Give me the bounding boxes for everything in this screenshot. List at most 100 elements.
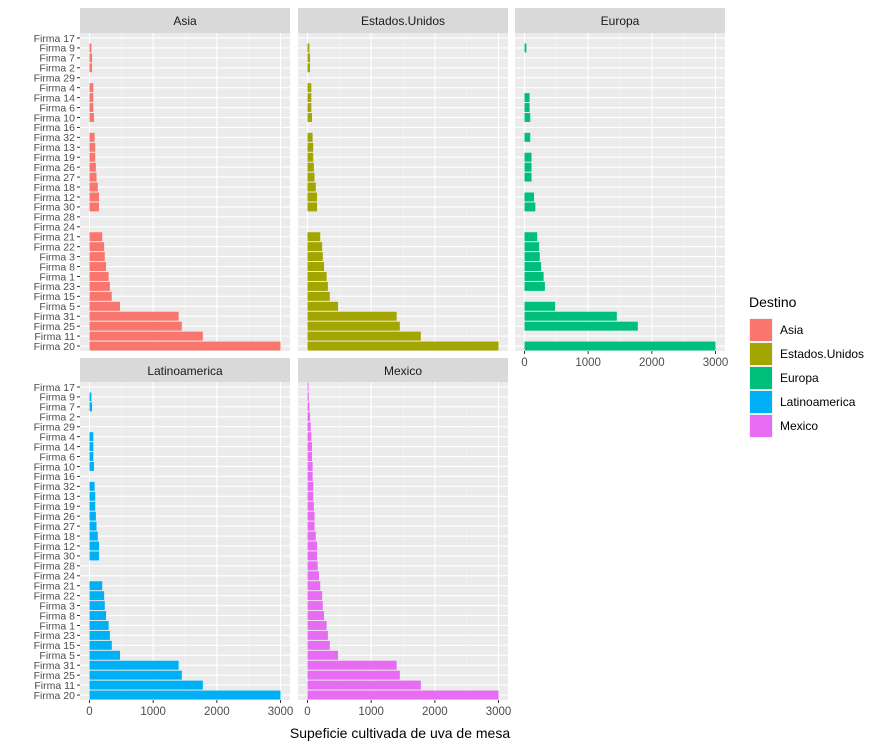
- bar-firma-9: [307, 43, 310, 53]
- legend-key: [750, 391, 772, 413]
- bar-firma-21: [307, 232, 321, 242]
- legend-label: Estados.Unidos: [780, 347, 864, 361]
- bar-firma-3: [89, 601, 105, 611]
- bar-firma-27: [89, 521, 97, 531]
- y-tick-label: Firma 16: [34, 122, 76, 134]
- bar-firma-31: [89, 660, 179, 670]
- y-tick-label: Firma 31: [34, 660, 76, 672]
- y-tick-label: Firma 10: [34, 461, 76, 473]
- bar-firma-26: [307, 162, 314, 172]
- bar-firma-1: [524, 271, 544, 281]
- legend-label: Mexico: [780, 419, 818, 433]
- y-tick-label: Firma 4: [39, 82, 75, 94]
- y-tick-label: Firma 20: [34, 690, 76, 702]
- y-tick-label: Firma 13: [34, 491, 76, 503]
- y-tick-label: Firma 23: [34, 281, 76, 293]
- bar-firma-26: [524, 162, 532, 172]
- bar-firma-30: [89, 202, 100, 212]
- bar-firma-6: [307, 452, 312, 462]
- facet-strip-label: Asia: [173, 14, 197, 28]
- x-tick-label: 2000: [422, 706, 448, 718]
- y-tick-label: Firma 19: [34, 501, 76, 513]
- bar-firma-25: [89, 670, 182, 680]
- bar-firma-9: [307, 392, 309, 402]
- bar-firma-12: [307, 192, 318, 202]
- bar-firma-12: [307, 541, 318, 551]
- y-tick-label: Firma 14: [34, 92, 76, 104]
- bar-firma-5: [89, 650, 121, 660]
- bar-firma-4: [307, 432, 312, 442]
- bar-firma-6: [524, 103, 530, 113]
- y-tick-label: Firma 17: [34, 382, 76, 394]
- bar-firma-7: [89, 53, 93, 63]
- bar-firma-18: [307, 531, 316, 541]
- facet-strip-label: Mexico: [384, 364, 422, 378]
- bar-firma-27: [307, 172, 315, 182]
- bar-firma-9: [524, 43, 527, 53]
- y-tick-label: Firma 18: [34, 182, 76, 194]
- bar-firma-14: [307, 442, 312, 452]
- bar-firma-10: [89, 461, 94, 471]
- x-tick-label: 2000: [639, 357, 665, 369]
- bar-firma-8: [524, 262, 542, 272]
- bar-firma-7: [307, 53, 311, 63]
- y-tick-label: Firma 9: [39, 392, 75, 404]
- facet-strip-label: Estados.Unidos: [361, 14, 445, 28]
- bar-firma-1: [307, 620, 327, 630]
- bar-firma-21: [89, 581, 103, 591]
- y-tick-label: Firma 15: [34, 640, 76, 652]
- y-tick-label: Firma 12: [34, 541, 76, 553]
- legend-label: Latinoamerica: [780, 395, 856, 409]
- y-tick-label: Firma 29: [34, 422, 76, 434]
- y-tick-label: Firma 21: [34, 581, 76, 593]
- bar-firma-11: [89, 680, 203, 690]
- bar-firma-28: [307, 561, 318, 571]
- y-tick-label: Firma 22: [34, 241, 76, 253]
- y-tick-label: Firma 11: [34, 331, 75, 343]
- y-tick-label: Firma 7: [39, 402, 75, 414]
- bar-firma-20: [524, 341, 716, 351]
- bar-firma-19: [307, 152, 314, 162]
- bar-firma-9: [89, 43, 92, 53]
- y-tick-label: Firma 24: [34, 571, 76, 583]
- y-tick-label: Firma 27: [34, 521, 76, 533]
- y-tick-label: Firma 6: [39, 102, 75, 114]
- bar-firma-11: [307, 680, 421, 690]
- facet-strip-label: Latinoamerica: [147, 364, 223, 378]
- x-tick-label: 0: [304, 706, 310, 718]
- bar-firma-8: [307, 262, 325, 272]
- bar-firma-30: [307, 551, 318, 561]
- bar-firma-26: [307, 511, 315, 521]
- bar-firma-23: [89, 281, 110, 291]
- y-tick-label: Firma 11: [34, 680, 75, 692]
- bar-firma-10: [89, 112, 94, 122]
- bar-firma-30: [524, 202, 536, 212]
- bar-firma-9: [89, 392, 92, 402]
- bar-firma-32: [89, 132, 95, 142]
- bar-firma-3: [307, 252, 323, 262]
- bar-firma-15: [307, 640, 330, 650]
- bar-firma-30: [89, 551, 100, 561]
- x-tick-label: 0: [521, 357, 527, 369]
- y-tick-label: Firma 16: [34, 471, 76, 483]
- bar-firma-13: [89, 142, 96, 152]
- bar-firma-30: [307, 202, 318, 212]
- y-tick-label: Firma 23: [34, 630, 76, 642]
- bar-firma-1: [89, 620, 109, 630]
- bar-firma-31: [307, 660, 397, 670]
- y-tick-label: Firma 22: [34, 590, 76, 602]
- bar-firma-27: [524, 172, 532, 182]
- bar-firma-21: [524, 232, 538, 242]
- y-tick-label: Firma 2: [39, 412, 75, 424]
- legend-entry-asia: Asia: [749, 318, 804, 342]
- bar-firma-32: [307, 132, 313, 142]
- legend-entry-europa: Europa: [749, 366, 819, 390]
- bar-firma-2: [307, 412, 311, 422]
- bar-firma-23: [307, 630, 328, 640]
- bar-firma-21: [89, 232, 103, 242]
- legend-key: [750, 367, 772, 389]
- facet-panel-europa: Europa 0 1000 2000 3000: [515, 8, 728, 369]
- x-tick-label: 1000: [140, 706, 166, 718]
- bar-firma-18: [89, 531, 98, 541]
- bar-firma-23: [89, 630, 110, 640]
